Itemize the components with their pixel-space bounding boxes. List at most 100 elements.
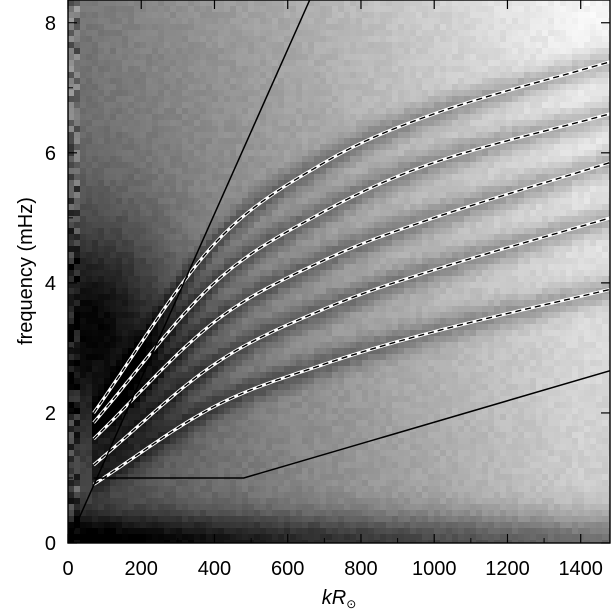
heatmap-cell [314,312,321,319]
heatmap-cell [482,288,489,295]
heatmap-cell [182,78,189,85]
heatmap-cell [254,318,261,325]
heatmap-cell [206,96,213,103]
heatmap-cell [584,234,591,241]
heatmap-cell [272,156,279,163]
heatmap-cell [206,114,213,121]
heatmap-cell [608,258,610,265]
heatmap-cell [404,192,411,199]
heatmap-cell [236,66,243,73]
heatmap-cell [566,210,573,217]
heatmap-cell [110,306,117,313]
heatmap-cell [218,30,225,37]
heatmap-cell [134,156,141,163]
heatmap-cell [380,228,387,235]
heatmap-cell [230,294,237,301]
heatmap-cell [206,276,213,283]
heatmap-cell [74,144,81,151]
heatmap-cell [464,78,471,85]
heatmap-cell [518,252,525,259]
heatmap-cell [242,150,249,157]
heatmap-cell [164,72,171,79]
heatmap-cell [74,198,81,205]
heatmap-cell [68,258,75,265]
heatmap-cell [338,180,345,187]
heatmap-cell [158,60,165,67]
heatmap-cell [338,258,345,265]
heatmap-cell [374,276,381,283]
heatmap-cell [164,78,171,85]
heatmap-cell [332,120,339,127]
heatmap-cell [104,30,111,37]
heatmap-cell [182,126,189,133]
heatmap-cell [422,318,429,325]
heatmap-cell [176,252,183,259]
heatmap-cell [554,36,561,43]
heatmap-cell [200,198,207,205]
heatmap-cell [314,198,321,205]
heatmap-cell [134,204,141,211]
heatmap-cell [314,138,321,145]
heatmap-cell [374,324,381,331]
heatmap-cell [200,60,207,67]
heatmap-cell [500,78,507,85]
heatmap-cell [494,324,501,331]
heatmap-cell [248,90,255,97]
heatmap-cell [572,216,579,223]
heatmap-cell [470,258,477,265]
heatmap-cell [422,192,429,199]
heatmap-cell [326,6,333,13]
heatmap-cell [440,30,447,37]
heatmap-cell [128,204,135,211]
heatmap-cell [284,186,291,193]
heatmap-cell [248,114,255,121]
heatmap-cell [350,234,357,241]
heatmap-cell [518,138,525,145]
heatmap-cell [326,270,333,277]
heatmap-cell [374,144,381,151]
heatmap-cell [308,60,315,67]
heatmap-cell [314,210,321,217]
heatmap-cell [116,96,123,103]
heatmap-cell [584,102,591,109]
heatmap-cell [608,252,610,259]
heatmap-cell [578,228,585,235]
heatmap-cell [572,12,579,19]
heatmap-cell [314,114,321,121]
heatmap-cell [380,48,387,55]
heatmap-cell [524,294,531,301]
heatmap-cell [506,18,513,25]
heatmap-cell [308,324,315,331]
heatmap-cell [470,114,477,121]
heatmap-cell [488,90,495,97]
heatmap-cell [182,264,189,271]
heatmap-cell [68,12,75,19]
heatmap-cell [416,150,423,157]
heatmap-cell [284,12,291,19]
heatmap-cell [194,318,201,325]
heatmap-cell [188,306,195,313]
heatmap-cell [428,66,435,73]
heatmap-cell [464,216,471,223]
heatmap-cell [446,216,453,223]
heatmap-cell [338,114,345,121]
heatmap-cell [356,0,363,7]
heatmap-cell [494,36,501,43]
heatmap-cell [572,0,579,7]
heatmap-cell [512,306,519,313]
heatmap-cell [530,216,537,223]
heatmap-cell [116,216,123,223]
heatmap-cell [410,186,417,193]
heatmap-cell [236,96,243,103]
heatmap-cell [104,168,111,175]
heatmap-cell [470,270,477,277]
heatmap-cell [404,54,411,61]
heatmap-cell [590,96,597,103]
heatmap-cell [140,126,147,133]
heatmap-cell [314,234,321,241]
heatmap-cell [86,210,93,217]
heatmap-cell [152,210,159,217]
heatmap-cell [530,30,537,37]
heatmap-cell [440,114,447,121]
heatmap-cell [170,36,177,43]
